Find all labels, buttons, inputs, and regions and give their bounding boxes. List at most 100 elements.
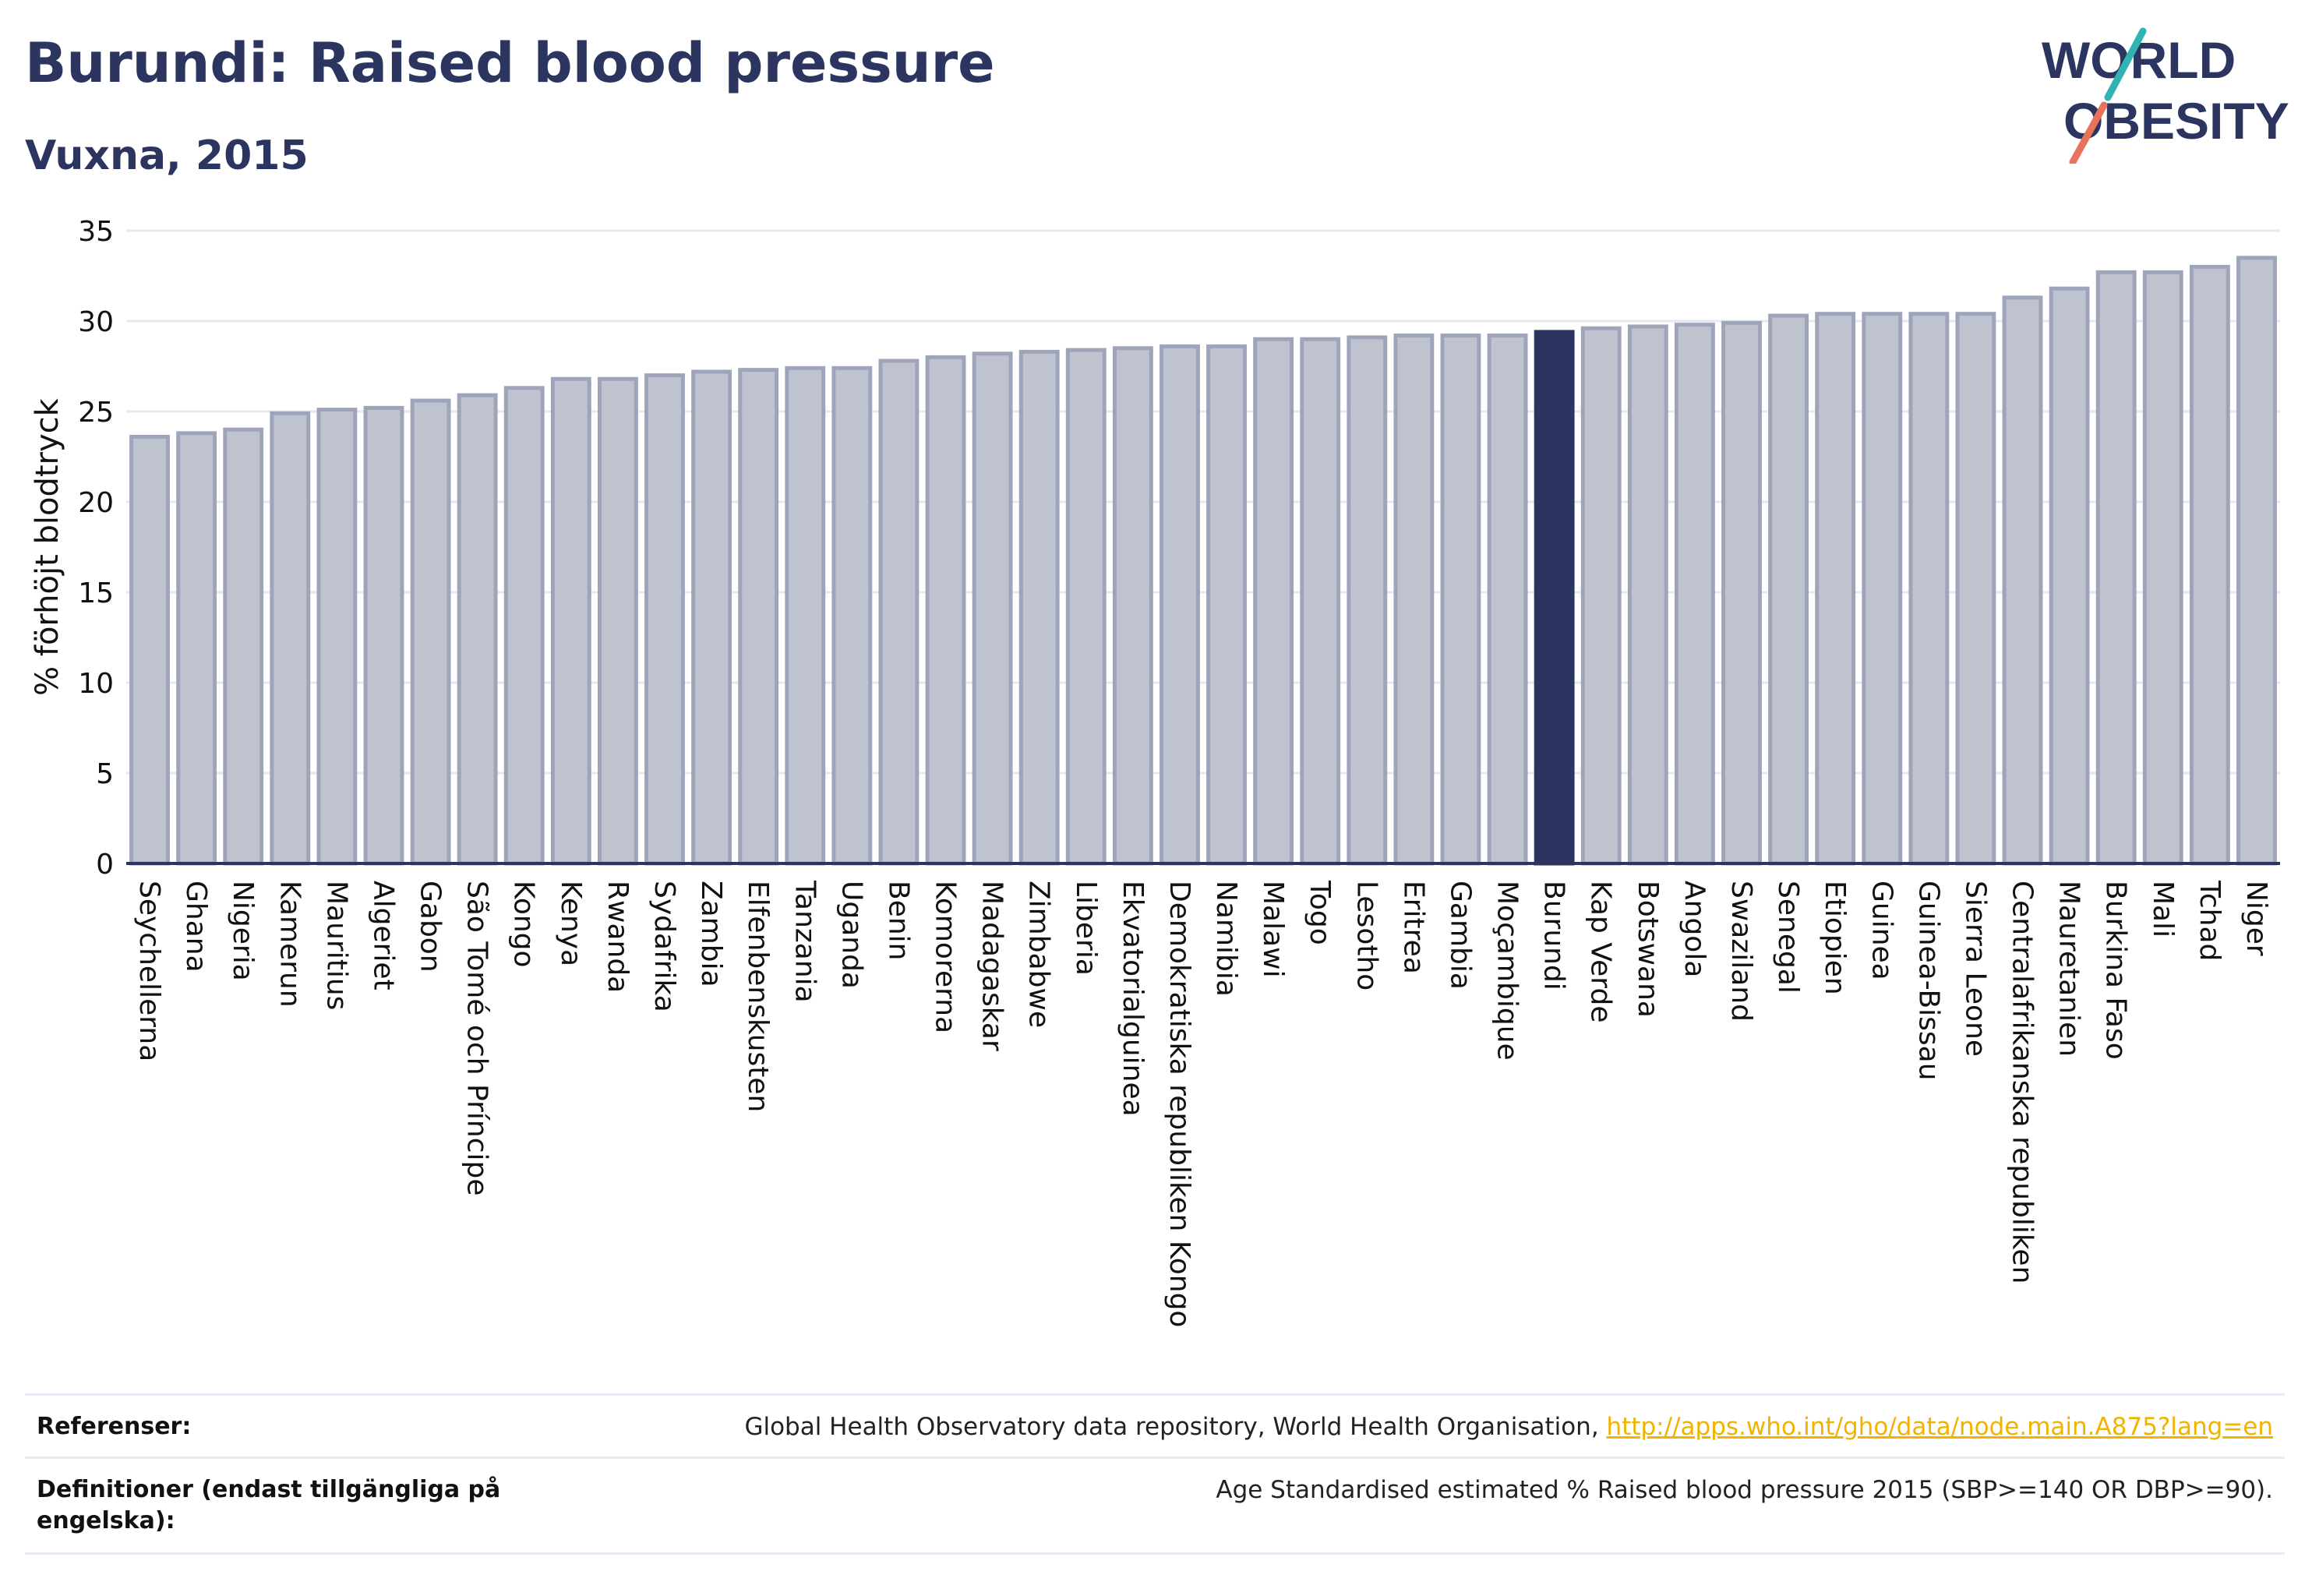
- x-tick-label: Niger: [2240, 881, 2272, 956]
- bar[interactable]: [1160, 344, 1200, 866]
- bar[interactable]: [1300, 337, 1341, 866]
- x-tick-label: Tanzania: [789, 880, 821, 1003]
- references-text: Global Health Observatory data repositor…: [744, 1413, 1607, 1441]
- bar[interactable]: [1112, 346, 1153, 866]
- bar[interactable]: [2236, 256, 2277, 866]
- x-tick-label: Guinea: [1866, 881, 1897, 980]
- x-tick-label: Komorerna: [930, 881, 962, 1033]
- footer: Referenser: Global Health Observatory da…: [25, 1393, 2285, 1555]
- x-tick-label: Seychellerna: [133, 881, 165, 1061]
- x-tick-label: Kamerun: [274, 881, 305, 1008]
- bar[interactable]: [1393, 334, 1435, 866]
- x-tick-label: Ekvatorialguinea: [1117, 881, 1149, 1117]
- definitions-value: Age Standardised estimated % Raised bloo…: [1216, 1476, 2273, 1504]
- bar[interactable]: [363, 405, 404, 866]
- x-tick-label: Madagaskar: [976, 881, 1008, 1051]
- bar[interactable]: [129, 434, 170, 866]
- bar[interactable]: [2049, 286, 2090, 866]
- references-link[interactable]: http://apps.who.int/gho/data/node.main.A…: [1606, 1413, 2273, 1441]
- x-tick-label: Mali: [2147, 881, 2179, 937]
- bar[interactable]: [176, 431, 217, 866]
- bar[interactable]: [503, 386, 545, 866]
- chart-title: Burundi: Raised blood pressure: [25, 31, 995, 95]
- bar[interactable]: [785, 365, 826, 866]
- logo-slash-teal: [2104, 27, 2147, 101]
- bar[interactable]: [878, 358, 920, 866]
- references-row: Referenser: Global Health Observatory da…: [25, 1393, 2285, 1457]
- bar-chart: 0 5 10 15 20 25 30 35 Seychellerna Ghana Nigeria K…: [30, 216, 2280, 1327]
- x-tick-label: Rwanda: [602, 881, 634, 993]
- x-tick-label: Zambia: [695, 881, 727, 987]
- logo-line2: OBESITY: [2063, 92, 2289, 150]
- x-tick-label: Benin: [882, 881, 914, 960]
- bar[interactable]: [1815, 312, 1856, 866]
- x-tick-label: Burkina Faso: [2100, 881, 2132, 1060]
- bar[interactable]: [1580, 326, 1622, 866]
- bar[interactable]: [1768, 313, 1809, 866]
- bar[interactable]: [597, 376, 638, 866]
- x-tick-label: Demokratiska republiken Kongo: [1163, 881, 1195, 1327]
- x-tick-label: Uganda: [835, 881, 867, 989]
- bar[interactable]: [738, 368, 779, 866]
- x-tick-label: Angola: [1678, 881, 1710, 977]
- x-tick-label: Gambia: [1444, 881, 1476, 990]
- y-tick-label: 10: [78, 668, 114, 700]
- bar[interactable]: [223, 427, 264, 866]
- x-tick-label: Botswana: [1632, 881, 1664, 1018]
- bar[interactable]: [1206, 344, 1247, 866]
- definitions-row: Definitioner (endast tillgängliga på eng…: [25, 1457, 2285, 1555]
- bar[interactable]: [2189, 264, 2230, 866]
- x-tick-label: Ghana: [180, 881, 212, 973]
- bar[interactable]: [410, 398, 451, 866]
- bar[interactable]: [1440, 334, 1481, 866]
- bar[interactable]: [831, 365, 873, 866]
- x-tick-label: Centralafrikanska republiken: [2007, 881, 2038, 1284]
- bar[interactable]: [316, 408, 358, 866]
- bar[interactable]: [1908, 312, 1950, 866]
- bar[interactable]: [2002, 295, 2043, 866]
- bar[interactable]: [925, 355, 966, 866]
- world-obesity-logo: WORLD OBESITY: [2042, 27, 2289, 164]
- x-tick-label: Burundi: [1538, 881, 1570, 990]
- x-tick-label: Liberia: [1070, 881, 1102, 976]
- bar[interactable]: [1347, 335, 1388, 866]
- bar[interactable]: [1534, 330, 1575, 866]
- x-tick-label: São Tomé och Príncipe: [461, 881, 493, 1196]
- bar[interactable]: [1018, 349, 1060, 866]
- logo-slash-coral: [2069, 101, 2108, 164]
- y-tick-label: 15: [78, 577, 114, 609]
- bar[interactable]: [550, 376, 591, 866]
- y-tick-label: 20: [78, 487, 114, 519]
- x-tick-label: Senegal: [1772, 881, 1804, 994]
- bar[interactable]: [2095, 270, 2137, 866]
- bar[interactable]: [1721, 320, 1762, 866]
- bar[interactable]: [1487, 334, 1528, 866]
- bar[interactable]: [1253, 337, 1294, 866]
- bar[interactable]: [1627, 324, 1668, 866]
- x-tick-label: Sierra Leone: [1959, 881, 1991, 1057]
- x-tick-label: Algeriet: [367, 881, 399, 990]
- references-value: Global Health Observatory data repositor…: [744, 1411, 2273, 1442]
- y-axis-label: % förhöjt blodtryck: [30, 397, 65, 696]
- x-tick-label: Kenya: [555, 881, 587, 966]
- x-tick-label: Swaziland: [1725, 881, 1757, 1022]
- bar[interactable]: [2142, 270, 2183, 866]
- x-tick-label: Togo: [1304, 880, 1336, 945]
- chart-subtitle: Vuxna, 2015: [25, 132, 309, 179]
- bar[interactable]: [1674, 323, 1715, 866]
- bar[interactable]: [270, 411, 311, 866]
- bar[interactable]: [457, 393, 498, 866]
- bar[interactable]: [644, 373, 685, 866]
- bar[interactable]: [1065, 348, 1107, 866]
- x-tick-label: Nigeria: [227, 881, 259, 981]
- bar[interactable]: [972, 351, 1013, 866]
- x-tick-label: Kongo: [508, 881, 540, 968]
- bar[interactable]: [1955, 312, 1996, 866]
- bar[interactable]: [1862, 312, 1903, 866]
- x-tick-label: Etiopien: [1819, 881, 1851, 995]
- x-axis-labels: Seychellerna Ghana Nigeria Kamerun Mauritius…: [133, 880, 2272, 1327]
- y-tick-label: 0: [96, 849, 114, 881]
- x-tick-label: Lesotho: [1350, 881, 1382, 990]
- bar[interactable]: [691, 369, 732, 866]
- y-tick-label: 30: [78, 306, 114, 338]
